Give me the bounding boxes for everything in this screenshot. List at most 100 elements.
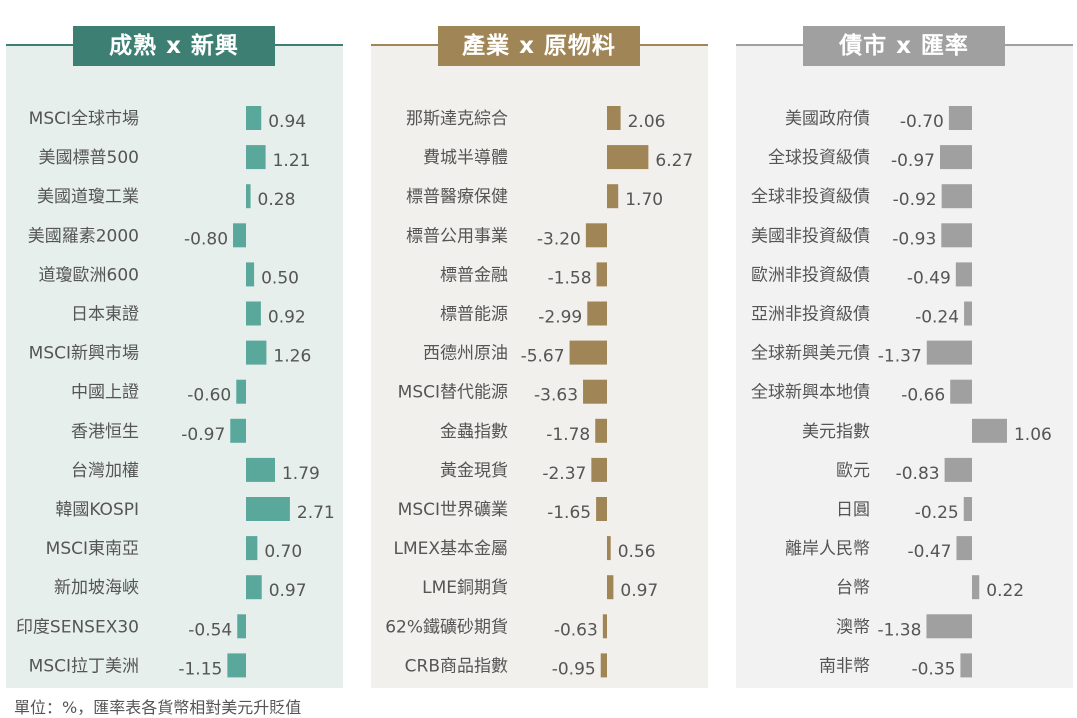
- bar: [948, 106, 972, 130]
- value-label: 2.71: [297, 503, 335, 523]
- value-label: 1.79: [282, 464, 320, 484]
- category-label: LME銅期貨: [422, 578, 508, 598]
- value-label: -0.54: [188, 620, 232, 640]
- panel-background: [736, 46, 1073, 688]
- category-label: 美國道瓊工業: [37, 187, 139, 207]
- value-label: -0.97: [181, 425, 225, 445]
- bar-chart-bonds-fx: 美國政府債 -0.70 全球投資級債 -0.97 全球非投資級債 -0.92 美國非投資級債…: [751, 106, 1052, 679]
- bar: [595, 418, 607, 443]
- value-label: 0.28: [258, 190, 296, 210]
- bar: [246, 457, 275, 482]
- value-label: -0.60: [187, 386, 231, 406]
- value-label: -1.58: [548, 268, 592, 288]
- category-label: 歐洲非投資級債: [751, 265, 870, 285]
- value-label: -0.25: [915, 503, 959, 523]
- value-label: 6.27: [655, 151, 693, 171]
- category-label: MSCI全球市場: [29, 109, 139, 129]
- panel-title: 產業 x 原物料: [438, 26, 640, 66]
- bar: [602, 614, 607, 639]
- value-label: -0.92: [893, 190, 937, 210]
- value-label: -0.63: [554, 620, 598, 640]
- bar: [607, 106, 621, 130]
- value-label: -1.65: [547, 503, 591, 523]
- category-label: 那斯達克綜合: [406, 109, 508, 129]
- bar: [941, 223, 972, 248]
- bar: [227, 653, 246, 678]
- value-label: 0.92: [268, 308, 306, 328]
- category-label: 標普公用事業: [406, 226, 508, 246]
- category-label: 費城半導體: [423, 148, 508, 168]
- bar: [583, 379, 607, 404]
- panel-bonds-fx: 債市 x 匯率 美國政府債 -0.70 全球投資級債 -0.97 全球非投資級債 -0.9…: [736, 26, 1073, 688]
- value-label: 0.97: [620, 581, 658, 601]
- value-label: 0.22: [986, 581, 1024, 601]
- bar: [587, 301, 607, 326]
- value-label: -1.38: [877, 620, 921, 640]
- bar: [246, 575, 262, 600]
- bar: [963, 497, 972, 521]
- bar: [960, 653, 972, 678]
- category-label: 印度SENSEX30: [16, 617, 139, 637]
- value-label: 1.70: [625, 190, 663, 210]
- value-label: -0.66: [901, 386, 945, 406]
- value-label: -2.99: [538, 308, 582, 328]
- bar: [926, 340, 972, 365]
- value-label: -0.93: [892, 229, 936, 249]
- footnote: 單位：%，匯率表各貨幣相對美元升貶值: [14, 698, 302, 717]
- bar: [569, 340, 607, 365]
- value-label: 0.70: [264, 542, 302, 562]
- value-label: 2.06: [628, 112, 666, 132]
- category-label: 離岸人民幣: [785, 539, 870, 559]
- category-label: 亞洲非投資級債: [751, 305, 870, 325]
- category-label: 中國上證: [71, 383, 139, 403]
- value-label: -0.83: [896, 464, 940, 484]
- value-label: 0.94: [268, 112, 306, 132]
- bar: [972, 575, 980, 600]
- bar: [246, 145, 266, 170]
- category-label: 標普能源: [440, 305, 508, 325]
- value-label: -0.80: [184, 229, 228, 249]
- category-label: MSCI世界礦業: [398, 500, 508, 520]
- bar: [236, 379, 246, 404]
- bar: [230, 418, 246, 443]
- category-label: 全球投資級債: [768, 148, 870, 168]
- category-label: MSCI東南亞: [46, 539, 139, 559]
- category-label: 香港恒生: [71, 422, 139, 442]
- category-label: 日本東證: [71, 305, 139, 325]
- bar: [607, 145, 649, 170]
- value-label: -0.97: [891, 151, 935, 171]
- value-label: -5.67: [521, 347, 565, 367]
- bar: [941, 184, 972, 209]
- category-label: 全球新興美元債: [751, 344, 870, 364]
- value-label: 0.50: [261, 268, 299, 288]
- panel-background: [371, 46, 708, 688]
- bar: [964, 301, 972, 326]
- category-label: 全球非投資級債: [751, 187, 870, 207]
- value-label: -0.24: [915, 308, 959, 328]
- bar: [246, 497, 290, 521]
- bar: [956, 536, 972, 561]
- category-label: 美國標普500: [39, 148, 139, 168]
- value-label: 1.06: [1014, 425, 1052, 445]
- value-label: -3.20: [537, 229, 581, 249]
- panel-title: 債市 x 匯率: [803, 26, 1005, 66]
- category-label: 南非幣: [819, 656, 870, 676]
- value-label: 0.56: [618, 542, 656, 562]
- value-label: -0.70: [900, 112, 944, 132]
- bar: [591, 457, 607, 482]
- category-label: 新加坡海峽: [54, 578, 139, 598]
- category-label: 日圓: [836, 500, 870, 520]
- category-label: 62%鐵礦砂期貨: [385, 617, 508, 637]
- category-label: 金蟲指數: [440, 422, 508, 442]
- category-label: 台幣: [836, 578, 870, 598]
- panel-title: 成熟 x 新興: [73, 26, 275, 66]
- value-label: -2.37: [542, 464, 586, 484]
- value-label: 1.26: [273, 347, 311, 367]
- category-label: 澳幣: [836, 617, 870, 637]
- category-label: 道瓊歐洲600: [39, 265, 139, 285]
- category-label: 美國政府債: [785, 109, 870, 129]
- panel-developed-emerging: 成熟 x 新興 MSCI全球市場 0.94 美國標普500 1.21 美國道瓊工業 0.2…: [6, 26, 343, 688]
- category-label: MSCI新興市場: [29, 344, 139, 364]
- category-label: MSCI拉丁美洲: [29, 656, 139, 676]
- bar: [939, 145, 972, 170]
